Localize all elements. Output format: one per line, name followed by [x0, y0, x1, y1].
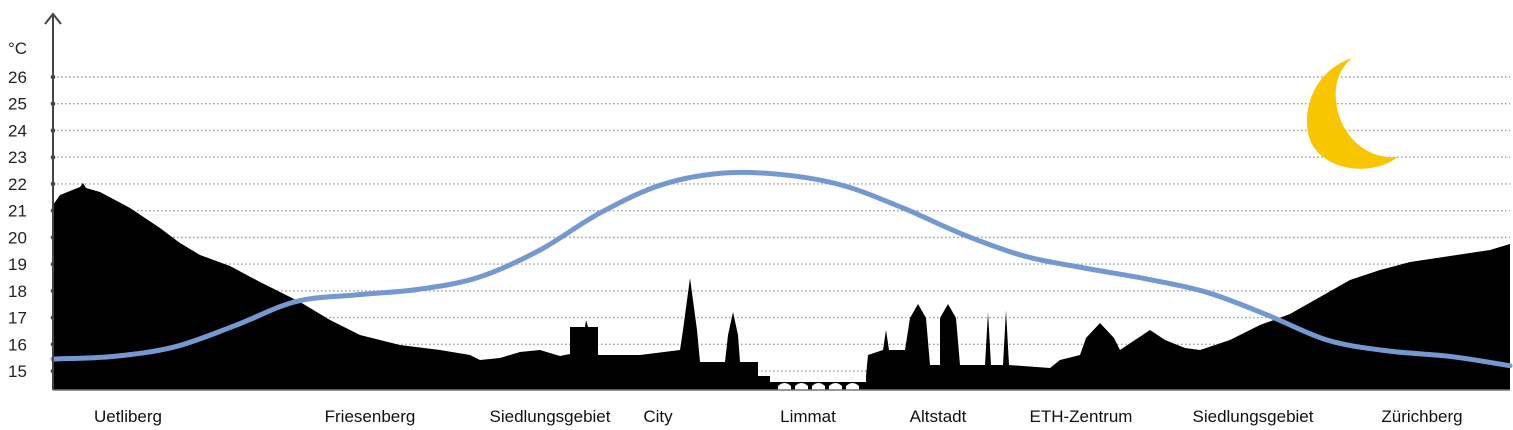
location-label: Siedlungsgebiet: [490, 407, 611, 426]
location-label: Uetliberg: [94, 407, 162, 426]
y-tick-label: 20: [8, 228, 27, 247]
location-label: Zürichberg: [1381, 407, 1462, 426]
y-tick-label: 24: [8, 121, 27, 140]
bridge-arch: [846, 383, 859, 390]
location-label: Friesenberg: [325, 407, 416, 426]
y-tick-label: 19: [8, 255, 27, 274]
location-label: Altstadt: [910, 407, 967, 426]
y-tick-labels: 15 16 17 18 19 20 21 22 23 24 25 26: [8, 68, 27, 381]
skyline-silhouette: [53, 183, 1510, 390]
location-labels: Uetliberg Friesenberg Siedlungsgebiet City L…: [94, 407, 1463, 426]
y-axis: [44, 12, 1510, 391]
y-tick-label: 17: [8, 309, 27, 328]
y-tick-label: 18: [8, 282, 27, 301]
bridge-arch: [812, 383, 825, 390]
bridge-arch: [795, 383, 808, 390]
y-tick-label: 26: [8, 68, 27, 87]
y-tick-label: 15: [8, 362, 27, 381]
y-tick-label: 21: [8, 202, 27, 221]
gridlines: [50, 74, 1510, 374]
y-tick-label: 25: [8, 95, 27, 114]
y-tick-label: 16: [8, 335, 27, 354]
location-label: Limmat: [780, 407, 836, 426]
bridge-arch: [778, 383, 791, 390]
temperature-line: [50, 169, 1513, 369]
location-label: Siedlungsgebiet: [1193, 407, 1314, 426]
location-label: City: [643, 407, 673, 426]
crescent-moon-icon: [1306, 58, 1398, 169]
bridge-arch: [829, 383, 842, 390]
y-tick-label: 22: [8, 175, 27, 194]
location-label: ETH-Zentrum: [1030, 407, 1133, 426]
y-tick-label: 23: [8, 148, 27, 167]
y-axis-unit: °C: [8, 39, 27, 58]
limmat-bridge: [778, 383, 859, 390]
